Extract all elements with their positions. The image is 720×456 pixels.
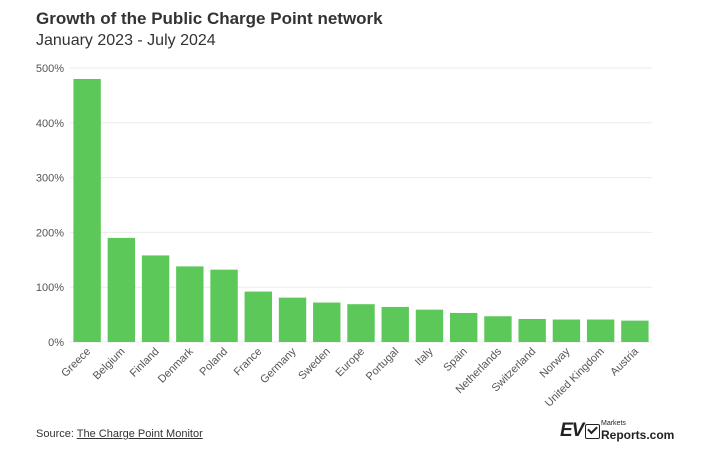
source-prefix: Source: (36, 428, 74, 440)
x-tick-label: Finland (128, 346, 162, 380)
logo-reports-text: Reports.com (601, 428, 675, 442)
x-tick-label: Germany (258, 345, 299, 386)
x-tick-label: Sweden (296, 346, 333, 383)
bar-netherlands (484, 316, 512, 342)
y-tick-label: 500% (36, 63, 64, 75)
bar-europe (347, 304, 375, 342)
x-tick-label: Greece (59, 346, 93, 380)
checkbox-icon (585, 424, 600, 439)
x-tick-label: Denmark (156, 345, 196, 385)
x-tick-label: United Kingdom (543, 346, 607, 410)
chart-title: Growth of the Public Charge Point networ… (36, 9, 383, 28)
bar-portugal (381, 306, 409, 342)
x-tick-label: France (232, 346, 265, 379)
y-tick-label: 100% (36, 282, 64, 294)
bar-switzerland (518, 318, 546, 342)
bar-france (244, 291, 272, 342)
bar-norway (552, 319, 581, 342)
logo-ev-text: EV (560, 420, 584, 441)
x-tick-label: Spain (441, 346, 469, 374)
x-tick-label: Europe (334, 346, 368, 380)
y-axis: 0% 100% 200% 300% 400% 500% (36, 63, 64, 349)
bar-united-kingdom (586, 319, 615, 342)
y-tick-label: 0% (48, 337, 64, 349)
bar-germany (278, 297, 307, 342)
bar-denmark (176, 266, 204, 342)
bar-greece (73, 78, 101, 343)
x-tick-label: Austria (608, 345, 641, 378)
bar-spain (450, 312, 478, 342)
bar-poland (210, 269, 238, 342)
bar-austria (621, 320, 649, 342)
bar-sweden (313, 302, 341, 342)
bar-finland (141, 255, 170, 342)
bars (73, 78, 649, 343)
source-link[interactable]: The Charge Point Monitor (76, 428, 203, 440)
logo-markets-text: Markets (601, 420, 626, 427)
bar-italy (415, 309, 444, 342)
y-tick-label: 200% (36, 227, 64, 239)
y-tick-label: 400% (36, 118, 64, 130)
x-tick-label: Belgium (91, 346, 128, 383)
y-tick-label: 300% (36, 173, 64, 185)
source-line: Source: The Charge Point Monitor (36, 428, 203, 440)
x-tick-label: Portugal (364, 346, 401, 383)
evmarketsreports-logo: EV Markets Reports.com (560, 420, 674, 446)
x-tick-label: Italy (413, 345, 436, 368)
bar-belgium (107, 237, 136, 342)
chart-subtitle: January 2023 - July 2024 (36, 32, 216, 49)
x-tick-label: Poland (197, 346, 230, 379)
